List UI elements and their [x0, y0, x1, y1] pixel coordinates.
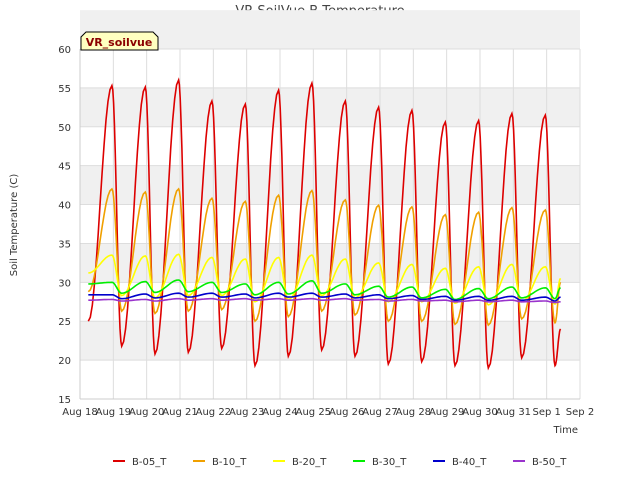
legend-label-B-40_T: B-40_T: [452, 457, 487, 468]
y-tick-label: 60: [58, 45, 71, 56]
x-tick-label: Aug 22: [196, 407, 231, 418]
y-tick-label: 55: [58, 84, 71, 95]
legend-label-B-30_T: B-30_T: [372, 457, 407, 468]
x-tick-label: Aug 29: [429, 407, 464, 418]
x-tick-label: Aug 23: [229, 407, 264, 418]
x-tick-label: Aug 31: [496, 407, 531, 418]
grid-band: [80, 165, 580, 205]
legend-label-B-05_T: B-05_T: [132, 457, 167, 468]
series-line-B-50_T: [88, 297, 561, 304]
grid-band: [80, 321, 580, 361]
x-tick-label: Aug 20: [129, 407, 164, 418]
series-line-B-40_T: [88, 292, 561, 302]
site-tag-label: VR_soilvue: [86, 36, 153, 49]
legend: B-05_T B-10_T B-20_T B-30_T B-40_T B-50_T: [113, 457, 567, 468]
legend-label-B-50_T: B-50_T: [532, 457, 567, 468]
x-tick-label: Aug 26: [329, 407, 364, 418]
x-tick-label: Aug 28: [396, 407, 431, 418]
y-tick-label: 30: [58, 278, 71, 289]
y-tick-label: 45: [58, 162, 71, 173]
plot-background: [80, 10, 580, 399]
x-tick-label: Sep 2: [566, 407, 594, 418]
series-line-B-10_T: [87, 187, 562, 327]
series-line-B-05_T: [87, 77, 562, 371]
x-tick-label: Aug 25: [296, 407, 331, 418]
series-line-B-30_T: [88, 279, 561, 301]
x-axis-title: Time: [553, 425, 578, 436]
site-tag-box: [80, 31, 159, 51]
site-tag: VR_soilvue: [80, 31, 159, 51]
x-tick-label: Aug 21: [162, 407, 197, 418]
x-tick-label: Aug 24: [262, 407, 297, 418]
grid-band: [80, 10, 580, 49]
x-tick-label: Aug 19: [96, 407, 131, 418]
legend-label-B-20_T: B-20_T: [292, 457, 327, 468]
x-tick-label: Aug 18: [62, 407, 97, 418]
y-tick-label: 25: [58, 317, 71, 328]
y-axis-title: Soil Temperature (C): [9, 174, 20, 277]
x-tick-label: Aug 27: [362, 407, 397, 418]
y-tick-label: 15: [58, 395, 71, 406]
x-tick-label: Sep 1: [532, 407, 560, 418]
y-tick-label: 20: [58, 356, 71, 367]
x-tick-label: Aug 30: [462, 407, 497, 418]
y-tick-label: 35: [58, 239, 71, 250]
y-tick-label: 40: [58, 201, 71, 212]
y-axis: 15 20 25 30 35 40 45 50 55 60: [58, 45, 71, 406]
y-tick-label: 50: [58, 123, 71, 134]
series-lines: [87, 77, 562, 371]
grid-band: [80, 87, 580, 127]
legend-label-B-10_T: B-10_T: [212, 457, 247, 468]
